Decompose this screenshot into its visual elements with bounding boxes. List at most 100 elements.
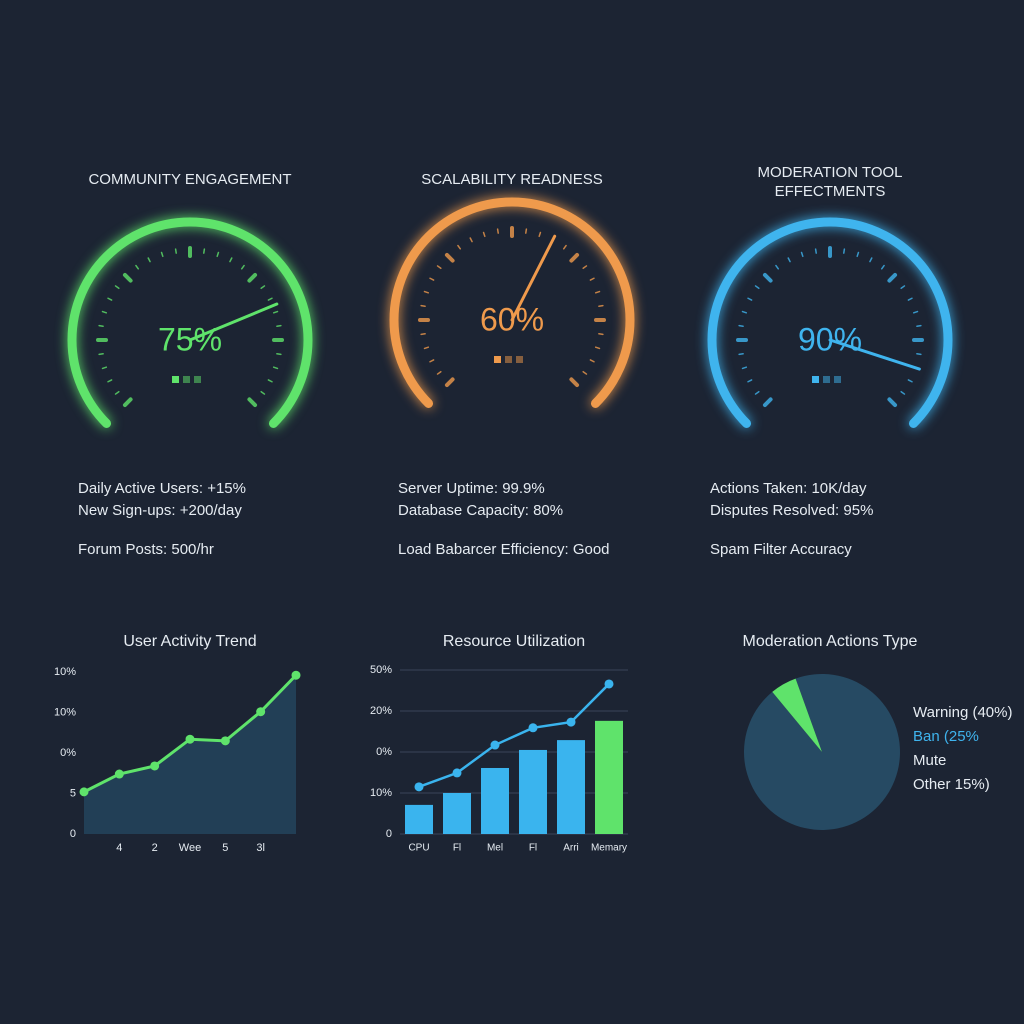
stat-line: Daily Active Users: +15% [78,480,246,497]
gauge-tick [787,257,791,263]
x-tick-label: 2 [152,842,158,854]
y-tick-label: 0 [386,828,392,840]
gauge-tick [482,231,486,238]
gauge-tick [98,353,104,356]
gauge-tick [738,324,744,327]
gauge-tick [229,257,233,263]
gauge-value: 75% [158,321,222,357]
gauge-tick [762,397,773,408]
pie-slice [772,678,822,752]
gauge-tick [122,272,133,283]
point [490,740,500,750]
gauge-tick [423,290,430,294]
y-tick-label: 0% [376,746,392,758]
gauge-tick [538,231,542,238]
point [185,734,195,744]
gauge-tick [107,379,113,383]
gauge-title: COMMUNITY ENGAGEMENT [88,171,291,188]
gauge-value: 90% [798,321,862,357]
y-tick-label: 10% [370,787,392,799]
gauge-tick [98,324,104,327]
gauge-tick [420,333,426,336]
y-tick-label: 5 [70,787,76,799]
gauge-tick [598,333,604,336]
gauge-tick [420,304,426,307]
gauge-icon [494,356,501,363]
gauge-tick [589,277,595,281]
gauge-tick [114,285,120,290]
gauge-tick [738,353,744,356]
gauge-tick [174,248,177,254]
stat-line: Server Uptime: 99.9% [398,480,545,497]
point [291,670,301,680]
bar [557,740,585,834]
gauge-tick [457,244,462,250]
gauge-tick [429,359,435,363]
gauge-ring [67,217,313,428]
legend-entry: Warning (40%) [913,704,1012,721]
gauge-tick [114,390,120,395]
stat-line: Actions Taken: 10K/day [710,480,867,497]
gauge-ring [389,197,635,408]
x-tick-label: Memary [591,843,627,854]
gauge-tick [900,390,906,395]
gauge-tick [429,277,435,281]
bar [519,749,547,834]
gauge-tick [276,324,282,327]
gauge-tick [800,251,804,258]
gauge-tick [843,248,846,254]
gauge-icon [516,356,523,363]
gauge-tick [747,297,753,301]
bar [443,793,471,834]
point [256,707,266,717]
gauge-tick [247,397,258,408]
stat-line: Disputes Resolved: 95% [710,502,873,519]
chart-title: User Activity Trend [123,633,256,650]
gauge-tick [582,265,588,270]
gauge-tick [916,353,922,356]
gauge-tick [907,379,913,383]
gauge-icon [183,376,190,383]
gauge-ring [707,217,953,428]
gauge-tick [916,324,922,327]
y-tick-label: 10% [54,666,76,678]
gauge-tick [887,397,898,408]
point [604,679,614,689]
y-tick-label: 0% [60,747,76,759]
gauge-tick [272,366,279,370]
gauge-icon [194,376,201,383]
gauge-tick [260,390,266,395]
gauge-tick [562,244,567,250]
x-tick-label: Arri [563,843,579,854]
gauge-tick [247,272,258,283]
point [79,787,89,797]
gauge-tick [900,285,906,290]
x-tick-label: Mel [487,843,503,854]
gauge-tick [107,297,113,301]
gauge-value: 60% [480,301,544,337]
gauge-tick [276,353,282,356]
x-tick-label: CPU [408,843,429,854]
gauge-tick [741,366,748,370]
gauge-tick [754,285,760,290]
gauge-tick [762,272,773,283]
legend-entry: Mute [913,752,946,769]
gauge-tick [754,390,760,395]
gauge-tick [436,370,442,375]
gauge-tick [444,252,455,263]
bar [595,720,623,834]
gauge-tick [267,379,273,383]
gauge-tick [423,346,430,350]
gauge-tick [122,397,133,408]
gauge-title: EFFECTMENTS [775,183,886,200]
bar [481,767,509,834]
point [452,768,462,778]
stat-line: Database Capacity: 80% [398,502,563,519]
gauge-tick [436,265,442,270]
gauge-tick [814,248,817,254]
gauge-tick [101,310,108,314]
gauge-tick [887,272,898,283]
gauge-tick [912,310,919,314]
point [528,723,538,733]
y-tick-label: 0 [70,828,76,840]
